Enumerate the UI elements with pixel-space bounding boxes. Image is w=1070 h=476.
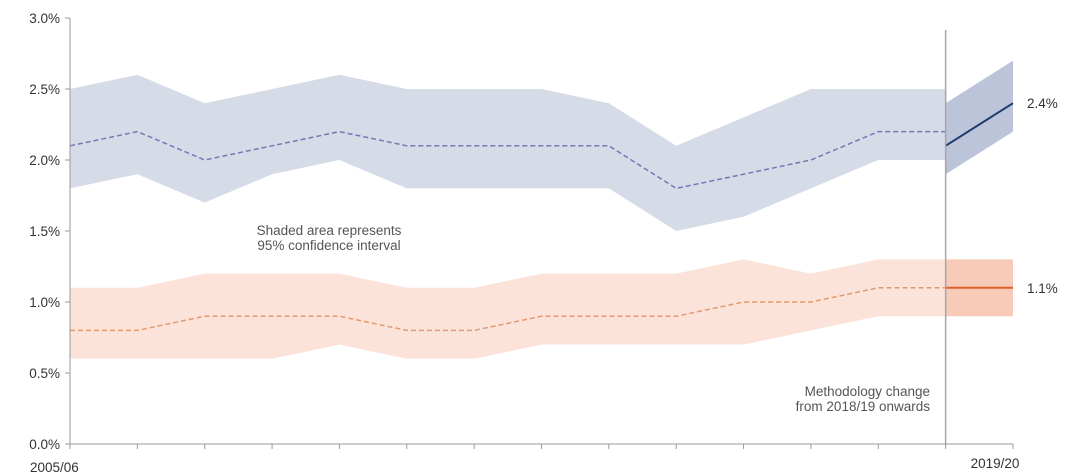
- lower-series-estimate-line-dashed: [70, 287, 946, 332]
- methodology-annotation-line: Methodology change: [805, 384, 930, 399]
- y-tick-label: 2.5%: [29, 82, 60, 97]
- upper-series-end-label: 2.4%: [1027, 96, 1058, 111]
- ci-annotation-line: 95% confidence interval: [257, 238, 400, 253]
- ci-annotation-line: Shaded area represents: [257, 223, 402, 238]
- upper-series-ci-band: [70, 74, 946, 231]
- y-tick-label: 3.0%: [29, 11, 60, 26]
- y-tick-label: 1.5%: [29, 224, 60, 239]
- upper-series-estimate-line-dashed: [69, 130, 946, 190]
- y-tick-label: 1.0%: [29, 295, 60, 310]
- lower-series-ci-band: [70, 259, 946, 359]
- y-tick-label: 2.0%: [29, 153, 60, 168]
- y-tick-label: 0.0%: [29, 437, 60, 452]
- x-tick-label-first: 2005/06: [30, 460, 79, 475]
- upper-series-estimate-line-new-method: [945, 102, 1014, 147]
- lower-series-end-label: 1.1%: [1027, 281, 1058, 296]
- upper-series-ci-band-new-method: [945, 60, 1013, 175]
- y-tick-label: 0.5%: [29, 366, 60, 381]
- x-tick-label-last: 2019/20: [971, 456, 1020, 471]
- methodology-annotation-line: from 2018/19 onwards: [796, 399, 931, 414]
